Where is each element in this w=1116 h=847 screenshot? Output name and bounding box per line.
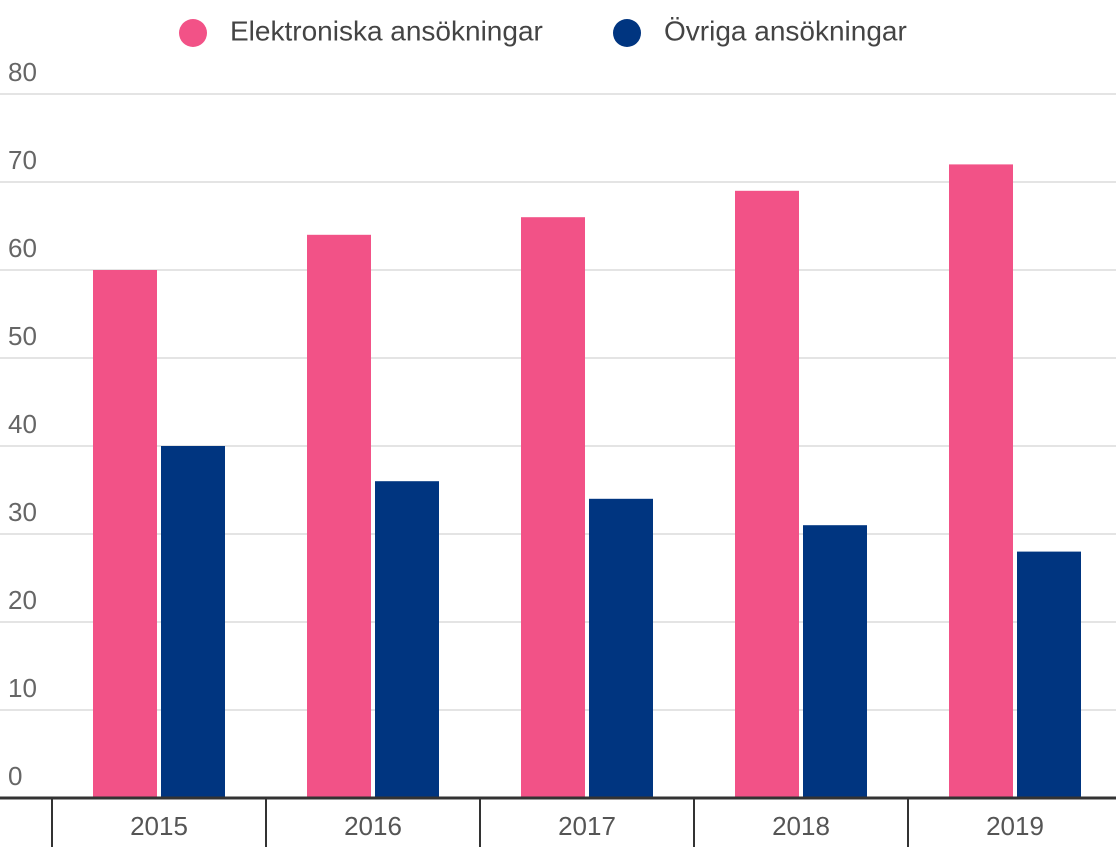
y-tick-label: 70 [8, 145, 37, 175]
x-tick-label: 2017 [558, 811, 616, 841]
bar [803, 525, 867, 798]
bar [161, 446, 225, 798]
y-tick-label: 30 [8, 497, 37, 527]
y-tick-label: 50 [8, 321, 37, 351]
legend-marker [613, 19, 641, 47]
legend-label: Övriga ansökningar [664, 15, 907, 46]
legend-label: Elektroniska ansökningar [230, 15, 543, 46]
y-tick-label: 80 [8, 57, 37, 87]
bar [93, 270, 157, 798]
y-tick-label: 60 [8, 233, 37, 263]
y-tick-label: 40 [8, 409, 37, 439]
bar [949, 164, 1013, 798]
bar [1017, 551, 1081, 798]
y-tick-label: 10 [8, 673, 37, 703]
x-tick-label: 2016 [344, 811, 402, 841]
bar [375, 481, 439, 798]
bar [735, 190, 799, 799]
y-tick-label: 20 [8, 585, 37, 615]
y-tick-label: 0 [8, 761, 22, 791]
x-tick-label: 2018 [772, 811, 830, 841]
bar [307, 234, 371, 799]
legend-marker [179, 19, 207, 47]
x-tick-label: 2019 [986, 811, 1044, 841]
bar [589, 498, 653, 798]
bar [521, 217, 585, 798]
x-tick-label: 2015 [130, 811, 188, 841]
